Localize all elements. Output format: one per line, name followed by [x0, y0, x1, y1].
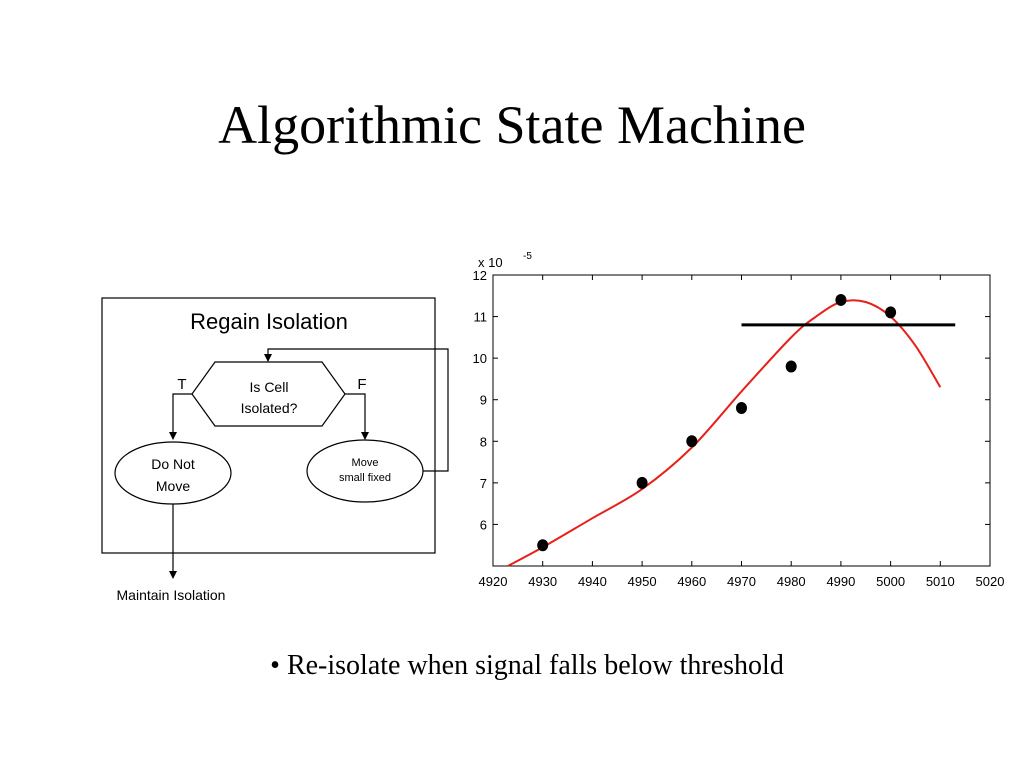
data-point [636, 476, 648, 489]
x-tick-label: 4950 [628, 574, 657, 589]
x-tick-label: 5000 [876, 574, 905, 589]
y-tick-label: 12 [473, 268, 487, 283]
data-point [686, 435, 698, 448]
x-tick-label: 4920 [479, 574, 508, 589]
fit-curve [507, 299, 942, 567]
x-tick-label: 4940 [578, 574, 607, 589]
exit-label: Maintain Isolation [117, 587, 226, 603]
state-do-not-move-line1: Do Not [151, 456, 195, 472]
decision-label-line1: Is Cell [250, 379, 289, 395]
bullet-text: • Re-isolate when signal falls below thr… [270, 650, 784, 681]
plot-frame [492, 274, 991, 567]
data-point [785, 360, 797, 373]
loop-back-arrow [264, 348, 449, 472]
y-tick-label: 11 [474, 310, 488, 325]
x-tick-label: 4960 [677, 574, 706, 589]
false-branch-label: F [357, 376, 366, 393]
y-tick-label: 10 [473, 351, 487, 366]
true-branch-arrow [169, 393, 192, 440]
y-tick-label: 9 [480, 393, 487, 408]
data-point [537, 539, 549, 552]
state-move-line2: small fixed [339, 472, 391, 484]
false-branch-arrow [345, 393, 369, 440]
y-tick-label: 8 [480, 434, 487, 449]
state-do-not-move-line2: Move [156, 478, 190, 494]
decision-label-line2: Isolated? [241, 400, 298, 416]
x-tick-label: 4930 [528, 574, 557, 589]
y-tick-label: 7 [480, 476, 487, 491]
state-move-line1: Move [352, 457, 379, 469]
flowchart-box-title: Regain Isolation [190, 309, 348, 334]
x-tick-label: 4980 [777, 574, 806, 589]
x-tick-label: 5020 [976, 574, 1005, 589]
x-tick-label: 4970 [727, 574, 756, 589]
y-multiplier-label: x 10 [478, 255, 503, 270]
x-tick-label: 4990 [826, 574, 855, 589]
flowchart-frame [101, 297, 436, 554]
data-point [835, 293, 847, 306]
true-branch-label: T [177, 376, 186, 393]
y-tick-label: 6 [480, 517, 487, 532]
slide-title: Algorithmic State Machine [218, 95, 806, 155]
x-tick-label: 5010 [926, 574, 955, 589]
data-point [885, 306, 897, 319]
y-multiplier-exponent: -5 [523, 251, 532, 262]
data-point [736, 402, 747, 415]
